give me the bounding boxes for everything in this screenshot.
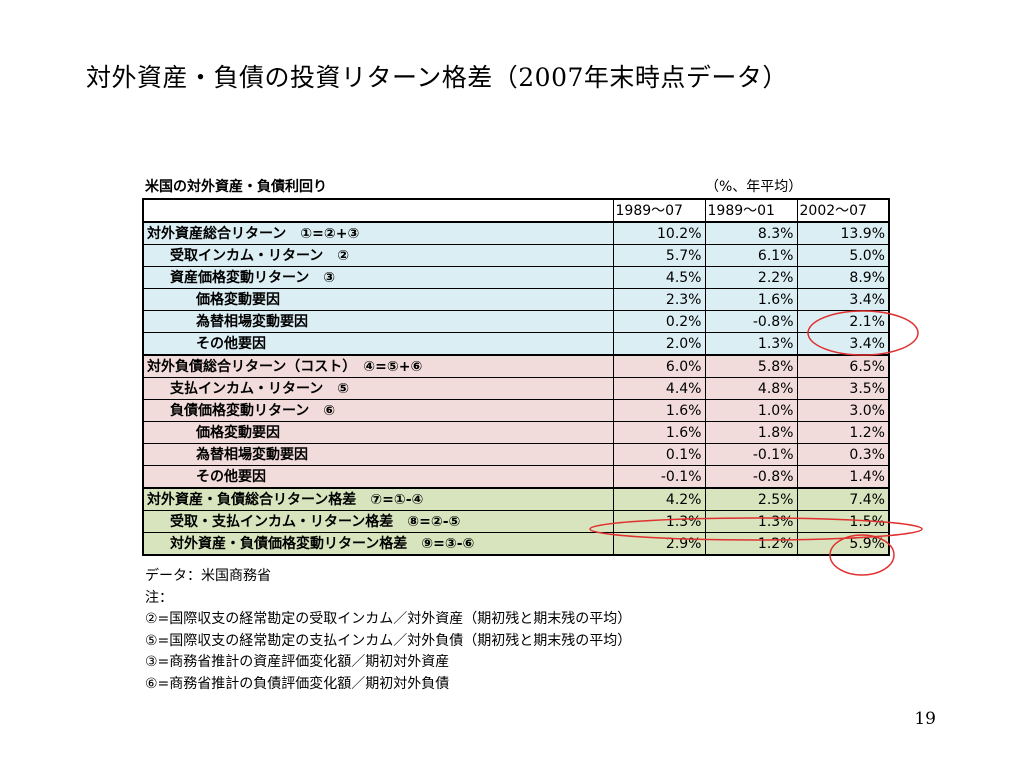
value-cell-1989-2001: 5.8%	[704, 354, 798, 378]
value-cell-1989-2007: 4.4%	[612, 377, 706, 400]
row-label: 対外資産総合リターン ①=②+③	[142, 221, 614, 245]
table-row: その他要因 -0.1% -0.8% 1.4%	[142, 465, 890, 489]
value-cell-1989-2001: 2.5%	[704, 487, 798, 511]
column-header-2002-2007: 2002～07	[796, 198, 890, 223]
value-cell-2002-2007: 3.4%	[796, 288, 890, 311]
value-cell-1989-2007: 2.3%	[612, 288, 706, 311]
value-cell-2002-2007: 2.1%	[796, 310, 890, 333]
value-cell-1989-2001: 1.6%	[704, 288, 798, 311]
value-cell-2002-2007: 8.9%	[796, 266, 890, 289]
value-cell-1989-2001: 2.2%	[704, 266, 798, 289]
note-6: ⑥=商務省推計の負債評価変化額／期初対外負債	[145, 675, 450, 692]
table-row: 為替相場変動要因 0.1% -0.1% 0.3%	[142, 443, 890, 466]
row-label: 価格変動要因	[142, 288, 614, 311]
note-5: ⑤=国際収支の経常勘定の支払インカム／対外負債（期初残と期末残の平均）	[145, 632, 632, 649]
value-cell-1989-2001: 4.8%	[704, 377, 798, 400]
note-source: データ：米国商務省	[145, 568, 271, 584]
note-2: ②=国際収支の経常勘定の受取インカム／対外資産（期初残と期末残の平均）	[145, 611, 632, 627]
value-cell-1989-2007: 1.3%	[612, 510, 706, 533]
value-cell-1989-2007: 1.6%	[612, 399, 706, 422]
value-cell-1989-2001: 1.2%	[704, 532, 798, 556]
row-label: 対外資産・負債価格変動リターン格差 ⑨=③-⑥	[142, 532, 614, 556]
value-cell-2002-2007: 1.4%	[796, 465, 890, 489]
value-cell-2002-2007: 5.0%	[796, 244, 890, 267]
value-cell-1989-2007: 2.9%	[612, 532, 706, 556]
row-label: その他要因	[142, 332, 614, 356]
value-cell-1989-2007: 2.0%	[612, 332, 706, 356]
table-row: その他要因 2.0% 1.3% 3.4%	[142, 332, 890, 356]
row-label: その他要因	[142, 465, 614, 489]
table-row: 負債価格変動リターン ⑥ 1.6% 1.0% 3.0%	[142, 399, 890, 422]
value-cell-1989-2001: 6.1%	[704, 244, 798, 267]
row-label: 為替相場変動要因	[142, 310, 614, 333]
table-row: 対外資産・負債価格変動リターン格差 ⑨=③-⑥ 2.9% 1.2% 5.9%	[142, 532, 890, 556]
value-cell-2002-2007: 13.9%	[796, 221, 890, 245]
value-cell-1989-2001: 1.3%	[704, 332, 798, 356]
note-heading: 注：	[145, 589, 173, 606]
value-cell-1989-2001: -0.8%	[704, 310, 798, 333]
value-cell-2002-2007: 3.0%	[796, 399, 890, 422]
column-header-blank	[142, 198, 614, 223]
row-label: 受取インカム・リターン ②	[142, 244, 614, 267]
value-cell-1989-2007: 0.1%	[612, 443, 706, 466]
value-cell-2002-2007: 7.4%	[796, 487, 890, 511]
table-row: 為替相場変動要因 0.2% -0.8% 2.1%	[142, 310, 890, 333]
table-row: 支払インカム・リターン ⑤ 4.4% 4.8% 3.5%	[142, 377, 890, 400]
row-label: 価格変動要因	[142, 421, 614, 444]
value-cell-2002-2007: 1.2%	[796, 421, 890, 444]
value-cell-2002-2007: 0.3%	[796, 443, 890, 466]
row-label: 為替相場変動要因	[142, 443, 614, 466]
table-row: 対外負債総合リターン（コスト） ④=⑤+⑥ 6.0% 5.8% 6.5%	[142, 354, 890, 378]
notes: データ：米国商務省 注： ②=国際収支の経常勘定の受取インカム／対外資産（期初残…	[145, 566, 631, 695]
value-cell-2002-2007: 5.9%	[796, 532, 890, 556]
row-label: 対外資産・負債総合リターン格差 ⑦=①-④	[142, 487, 614, 511]
table-header: 米国の対外資産・負債利回り （%、年平均）	[145, 176, 895, 198]
table-row: 価格変動要因 1.6% 1.8% 1.2%	[142, 421, 890, 444]
value-cell-1989-2007: 1.6%	[612, 421, 706, 444]
table-caption: 米国の対外資産・負債利回り	[145, 179, 327, 195]
value-cell-1989-2001: -0.1%	[704, 443, 798, 466]
column-header-1989-2001: 1989～01	[704, 198, 798, 223]
column-header-1989-2007: 1989～07	[612, 198, 706, 223]
value-cell-1989-2007: 4.2%	[612, 487, 706, 511]
slide-title: 対外資産・負債の投資リターン格差（2007年末時点データ）	[86, 63, 788, 92]
table-unit: （%、年平均）	[705, 179, 803, 195]
value-cell-1989-2001: -0.8%	[704, 465, 798, 489]
value-cell-1989-2001: 1.3%	[704, 510, 798, 533]
table-row: 対外資産・負債総合リターン格差 ⑦=①-④ 4.2% 2.5% 7.4%	[142, 487, 890, 511]
value-cell-2002-2007: 1.5%	[796, 510, 890, 533]
page-number: 19	[914, 709, 936, 729]
row-label: 対外負債総合リターン（コスト） ④=⑤+⑥	[142, 354, 614, 378]
table-row: 受取インカム・リターン ② 5.7% 6.1% 5.0%	[142, 244, 890, 267]
value-cell-1989-2001: 1.8%	[704, 421, 798, 444]
value-cell-1989-2007: 5.7%	[612, 244, 706, 267]
yield-table: 1989～07 1989～01 2002～07 対外資産総合リターン ①=②+③…	[142, 198, 890, 556]
value-cell-2002-2007: 6.5%	[796, 354, 890, 378]
row-label: 支払インカム・リターン ⑤	[142, 377, 614, 400]
row-label: 受取・支払インカム・リターン格差 ⑧=②-⑤	[142, 510, 614, 533]
value-cell-1989-2007: 6.0%	[612, 354, 706, 378]
value-cell-1989-2007: 10.2%	[612, 221, 706, 245]
row-label: 資産価格変動リターン ③	[142, 266, 614, 289]
table-column-header-row: 1989～07 1989～01 2002～07	[142, 198, 890, 223]
table-row: 価格変動要因 2.3% 1.6% 3.4%	[142, 288, 890, 311]
value-cell-1989-2001: 1.0%	[704, 399, 798, 422]
table-row: 対外資産総合リターン ①=②+③ 10.2% 8.3% 13.9%	[142, 221, 890, 245]
value-cell-1989-2001: 8.3%	[704, 221, 798, 245]
table-row: 資産価格変動リターン ③ 4.5% 2.2% 8.9%	[142, 266, 890, 289]
row-label: 負債価格変動リターン ⑥	[142, 399, 614, 422]
value-cell-2002-2007: 3.5%	[796, 377, 890, 400]
note-3: ③=商務省推計の資産評価変化額／期初対外資産	[145, 654, 450, 670]
value-cell-1989-2007: -0.1%	[612, 465, 706, 489]
value-cell-1989-2007: 4.5%	[612, 266, 706, 289]
value-cell-1989-2007: 0.2%	[612, 310, 706, 333]
table-row: 受取・支払インカム・リターン格差 ⑧=②-⑤ 1.3% 1.3% 1.5%	[142, 510, 890, 533]
value-cell-2002-2007: 3.4%	[796, 332, 890, 356]
